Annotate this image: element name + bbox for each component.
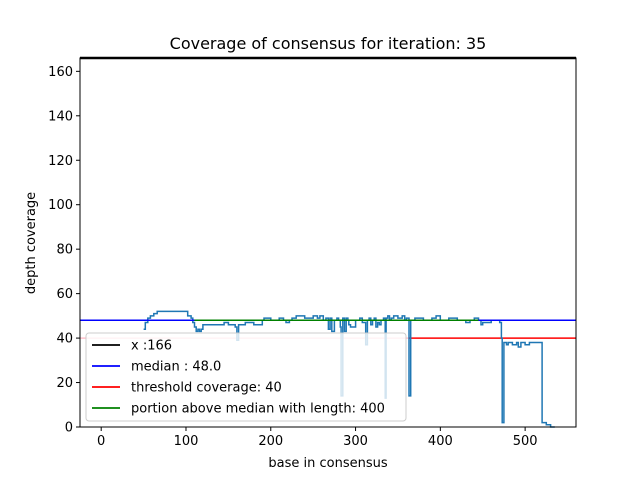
x-tick-label-1: 100 [174,434,199,449]
y-tick-label-7: 140 [48,109,73,124]
legend-label-3: portion above median with length: 400 [131,402,385,417]
x-tick-label-4: 400 [428,434,453,449]
legend: x :166 median : 48.0 threshold coverage: 4… [85,332,407,422]
chart-title: Coverage of consensus for iteration: 35 [170,34,487,53]
y-tick-label-4: 80 [56,243,73,258]
ticks: 0 100 200 300 400 500 0 20 40 60 80 100 120 140 160 [48,65,537,449]
legend-label-1: median : 48.0 [131,360,221,375]
x-tick-label-5: 500 [513,434,538,449]
y-axis-label: depth coverage [24,192,39,294]
x-tick-label-0: 0 [97,434,105,449]
legend-box [85,332,407,422]
x-tick-label-2: 200 [258,434,283,449]
y-tick-label-2: 40 [56,332,73,347]
legend-label-2: threshold coverage: 40 [131,381,282,396]
y-tick-label-6: 120 [48,154,73,169]
y-tick-label-5: 100 [48,198,73,213]
legend-label-0: x :166 [131,339,172,354]
x-tick-label-3: 300 [343,434,368,449]
axes [79,57,577,428]
plot-frame [79,57,577,428]
y-tick-label-3: 60 [56,287,73,302]
y-tick-label-0: 0 [65,421,73,436]
y-tick-label-1: 20 [56,376,73,391]
y-tick-label-8: 160 [48,65,73,80]
x-axis-label: base in consensus [268,456,387,471]
